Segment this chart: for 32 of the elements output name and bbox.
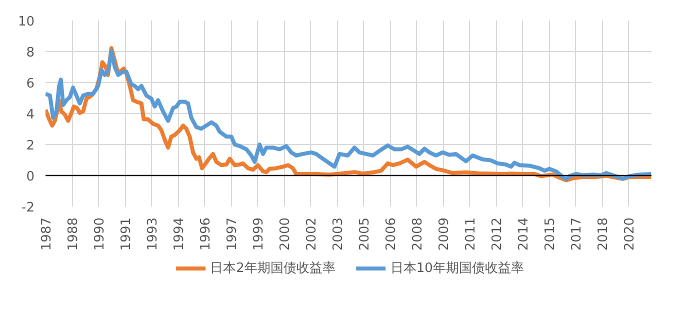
x-tick-label: 1991	[119, 217, 134, 251]
x-tick-label: 2003	[331, 217, 346, 251]
x-tick-label: 2018	[596, 217, 612, 251]
x-tick-label: 1987	[40, 217, 54, 251]
y-tick-label: 8	[26, 46, 35, 60]
x-tick-label: 1993	[146, 217, 161, 251]
legend-label: 日本10年期国债收益率	[390, 260, 524, 277]
y-tick-label: 4	[26, 108, 35, 122]
x-tick-label: 2020	[622, 217, 638, 251]
y-tick-label: -2	[22, 200, 35, 216]
x-tick-label: 1988	[66, 217, 81, 251]
x-tick-label: 2012	[490, 217, 506, 251]
x-tick-label: 2011	[464, 217, 479, 251]
y-tick-label: 10	[18, 14, 35, 30]
x-tick-label: 1996	[198, 217, 214, 251]
x-tick-label: 1999	[252, 217, 267, 251]
x-tick-label: 2008	[410, 217, 426, 251]
x-tick-label: 2015	[543, 217, 558, 251]
x-tick-label: 2014	[516, 217, 532, 251]
x-tick-label: 1997	[225, 217, 240, 251]
x-tick-label: 2005	[358, 217, 373, 251]
x-tick-label: 2017	[570, 217, 585, 251]
x-tick-label: 1990	[92, 217, 108, 251]
x-tick-label: 2000	[278, 217, 294, 251]
y-tick-label: 6	[26, 76, 35, 92]
x-tick-label: 2009	[437, 217, 452, 251]
legend-label: 日本2年期国债收益率	[210, 260, 336, 277]
x-tick-label: 2002	[304, 217, 320, 251]
x-tick-label: 2006	[384, 217, 400, 251]
y-tick-label: 0	[26, 170, 35, 184]
x-tick-label: 1994	[172, 217, 188, 251]
y-tick-label: 2	[26, 138, 35, 154]
